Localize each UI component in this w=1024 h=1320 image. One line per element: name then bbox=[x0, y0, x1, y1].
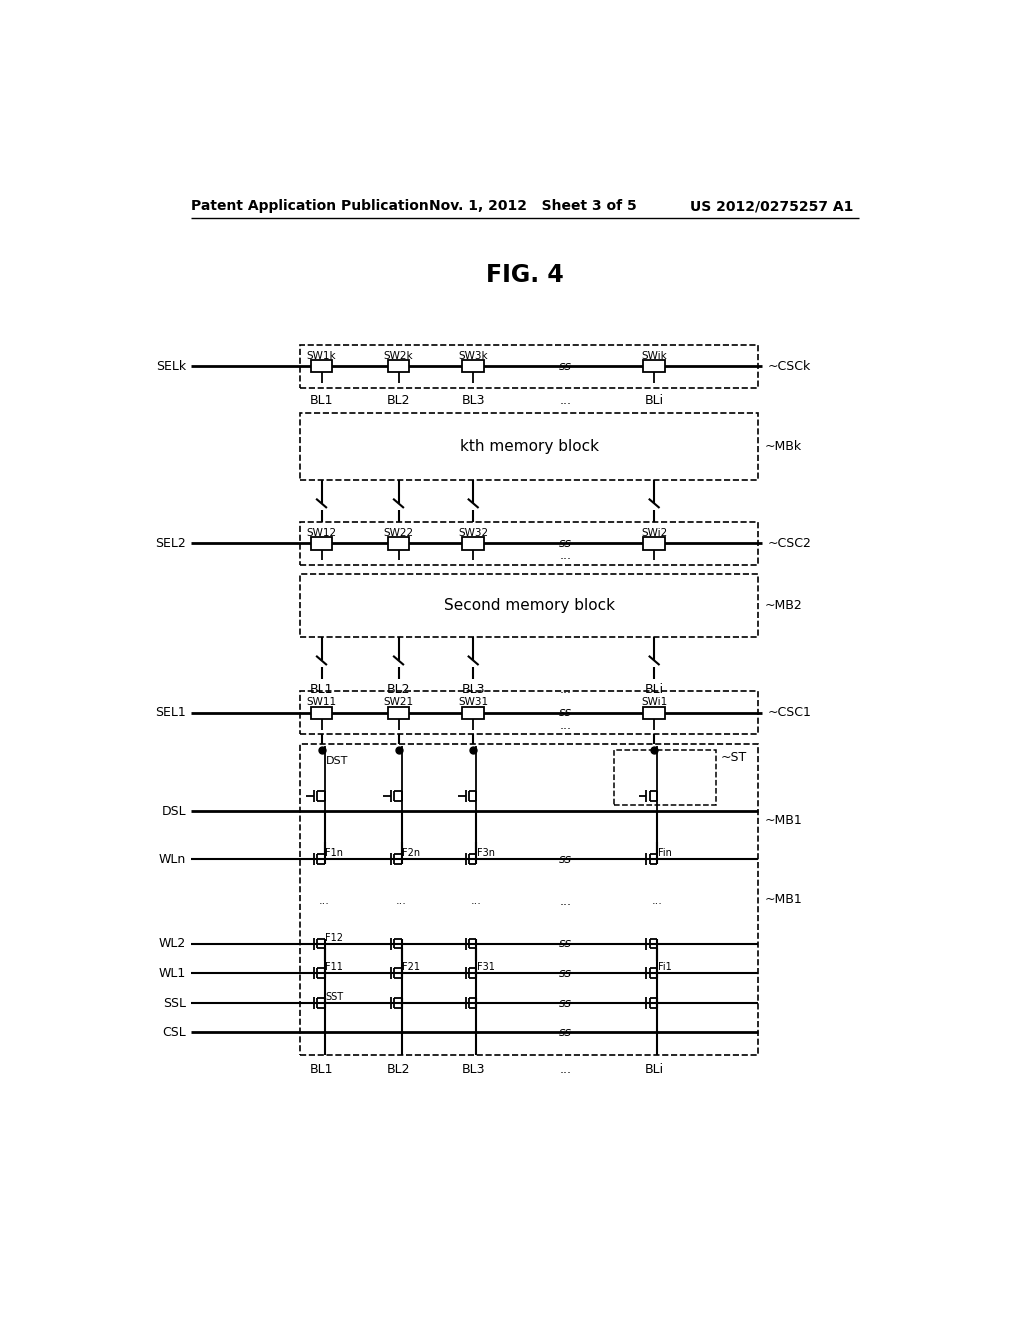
Bar bbox=[310, 706, 333, 719]
Bar bbox=[463, 360, 484, 372]
Bar bbox=[614, 750, 716, 805]
Text: Patent Application Publication: Patent Application Publication bbox=[190, 199, 428, 213]
Text: SWik: SWik bbox=[641, 351, 667, 360]
Text: SWi2: SWi2 bbox=[641, 528, 668, 537]
Text: ...: ... bbox=[559, 718, 571, 731]
Bar bbox=[310, 537, 333, 549]
Text: SW11: SW11 bbox=[306, 697, 337, 708]
Text: SW21: SW21 bbox=[383, 697, 414, 708]
Text: SST: SST bbox=[326, 991, 343, 1002]
Text: BLi: BLi bbox=[644, 684, 664, 696]
Text: F1n: F1n bbox=[326, 847, 343, 858]
Text: F31: F31 bbox=[477, 962, 495, 972]
Text: BL1: BL1 bbox=[310, 1063, 333, 1076]
Text: WLn: WLn bbox=[159, 853, 186, 866]
Text: kth memory block: kth memory block bbox=[460, 438, 599, 454]
Text: BL3: BL3 bbox=[462, 1063, 485, 1076]
Text: SW31: SW31 bbox=[458, 697, 488, 708]
Text: BL2: BL2 bbox=[387, 1063, 411, 1076]
Text: ...: ... bbox=[471, 896, 481, 907]
Bar bbox=[388, 360, 410, 372]
Text: SWi1: SWi1 bbox=[641, 697, 668, 708]
Text: BL1: BL1 bbox=[310, 684, 333, 696]
Text: ~MB1: ~MB1 bbox=[764, 894, 802, 906]
Text: ~CSC1: ~CSC1 bbox=[768, 706, 812, 719]
Text: SELk: SELk bbox=[156, 360, 186, 372]
Text: BLi: BLi bbox=[644, 393, 664, 407]
Bar bbox=[300, 521, 758, 565]
Text: ...: ... bbox=[559, 895, 571, 908]
Text: BL1: BL1 bbox=[310, 393, 333, 407]
Text: CSL: CSL bbox=[162, 1026, 186, 1039]
Text: ss: ss bbox=[559, 1026, 572, 1039]
Text: ~MB1: ~MB1 bbox=[764, 814, 802, 828]
Text: Fi1: Fi1 bbox=[658, 962, 672, 972]
Bar bbox=[310, 360, 333, 372]
Text: WL2: WL2 bbox=[159, 937, 186, 950]
Bar bbox=[300, 345, 758, 388]
Text: ~MB2: ~MB2 bbox=[764, 599, 802, 612]
Text: SW3k: SW3k bbox=[459, 351, 488, 360]
Bar bbox=[388, 537, 410, 549]
Text: BL3: BL3 bbox=[462, 684, 485, 696]
Text: DST: DST bbox=[326, 755, 348, 766]
Bar bbox=[300, 692, 758, 734]
Text: SW12: SW12 bbox=[306, 528, 337, 537]
Text: SW2k: SW2k bbox=[384, 351, 414, 360]
Text: BL3: BL3 bbox=[462, 393, 485, 407]
Text: F21: F21 bbox=[402, 962, 421, 972]
Text: ss: ss bbox=[559, 706, 572, 719]
Text: ...: ... bbox=[319, 896, 330, 907]
Text: FIG. 4: FIG. 4 bbox=[486, 264, 563, 288]
Text: BL2: BL2 bbox=[387, 684, 411, 696]
Text: ss: ss bbox=[559, 537, 572, 550]
Text: ~CSC2: ~CSC2 bbox=[768, 537, 812, 550]
Text: ss: ss bbox=[559, 360, 572, 372]
Text: SW1k: SW1k bbox=[307, 351, 336, 360]
Bar bbox=[388, 706, 410, 719]
Text: Second memory block: Second memory block bbox=[443, 598, 614, 614]
Text: ss: ss bbox=[559, 853, 572, 866]
Text: BLi: BLi bbox=[644, 1063, 664, 1076]
Bar bbox=[463, 537, 484, 549]
Text: WL1: WL1 bbox=[159, 966, 186, 979]
Text: F11: F11 bbox=[326, 962, 343, 972]
Text: ~MBk: ~MBk bbox=[764, 440, 802, 453]
Bar bbox=[643, 537, 665, 549]
Text: US 2012/0275257 A1: US 2012/0275257 A1 bbox=[689, 199, 853, 213]
Bar bbox=[643, 706, 665, 719]
Text: ...: ... bbox=[559, 549, 571, 562]
Text: SEL2: SEL2 bbox=[156, 537, 186, 550]
Text: Nov. 1, 2012   Sheet 3 of 5: Nov. 1, 2012 Sheet 3 of 5 bbox=[429, 199, 637, 213]
Bar bbox=[300, 743, 758, 1056]
Text: ...: ... bbox=[559, 1063, 571, 1076]
Bar bbox=[463, 706, 484, 719]
Bar bbox=[300, 412, 758, 480]
Text: F3n: F3n bbox=[477, 847, 495, 858]
Text: SEL1: SEL1 bbox=[156, 706, 186, 719]
Text: ss: ss bbox=[559, 997, 572, 1010]
Text: ...: ... bbox=[396, 896, 407, 907]
Bar bbox=[643, 360, 665, 372]
Text: SSL: SSL bbox=[163, 997, 186, 1010]
Text: ~CSCk: ~CSCk bbox=[768, 360, 811, 372]
Bar bbox=[300, 574, 758, 638]
Text: ~ST: ~ST bbox=[720, 751, 746, 764]
Text: DSL: DSL bbox=[162, 805, 186, 818]
Text: ...: ... bbox=[652, 896, 663, 907]
Text: F12: F12 bbox=[326, 933, 343, 942]
Text: Fin: Fin bbox=[658, 847, 672, 858]
Text: SW32: SW32 bbox=[458, 528, 488, 537]
Text: BL2: BL2 bbox=[387, 393, 411, 407]
Text: ...: ... bbox=[559, 393, 571, 407]
Text: ss: ss bbox=[559, 937, 572, 950]
Text: ...: ... bbox=[559, 684, 571, 696]
Text: F2n: F2n bbox=[402, 847, 421, 858]
Text: ss: ss bbox=[559, 966, 572, 979]
Text: SW22: SW22 bbox=[383, 528, 414, 537]
